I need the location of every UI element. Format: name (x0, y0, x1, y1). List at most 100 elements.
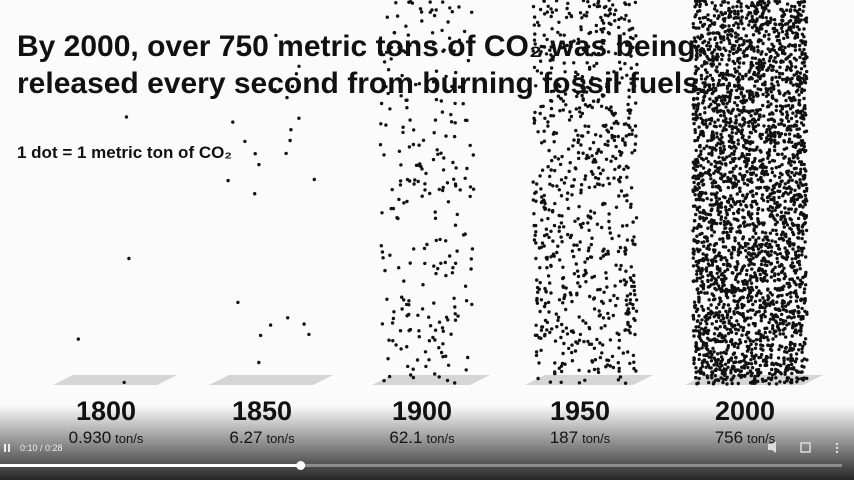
dot (706, 328, 711, 333)
dot (698, 112, 702, 117)
dot (557, 229, 561, 233)
fullscreen-button[interactable] (800, 442, 811, 453)
dot (758, 272, 762, 277)
dot (724, 340, 728, 344)
dot (598, 355, 603, 360)
dot (789, 358, 794, 362)
dot (710, 370, 715, 374)
dot (629, 202, 633, 206)
dot (583, 177, 587, 181)
dot (741, 304, 745, 308)
dot (731, 271, 735, 275)
dot (258, 333, 263, 338)
dot (532, 38, 537, 42)
dot (580, 85, 584, 90)
progress-knob[interactable] (296, 461, 306, 470)
dot (559, 364, 564, 368)
dot (749, 281, 754, 285)
pause-bar[interactable] (8, 444, 10, 452)
dot (803, 309, 807, 313)
dot (793, 188, 797, 192)
menu-button[interactable] (835, 446, 839, 450)
year-label: 1900 (392, 396, 452, 426)
dot (800, 253, 804, 257)
dot (781, 220, 786, 224)
dot (761, 0, 765, 3)
dot (554, 312, 558, 316)
dot (723, 76, 727, 81)
pause-bar[interactable] (4, 444, 6, 452)
dot (731, 245, 735, 249)
dot (775, 99, 779, 103)
dot (787, 207, 791, 211)
dot (726, 331, 731, 336)
progress-track[interactable] (0, 464, 842, 467)
menu-button[interactable] (835, 450, 839, 454)
controls (768, 441, 839, 454)
dot (539, 71, 544, 75)
dot (606, 249, 610, 253)
dot (747, 345, 751, 349)
dot (778, 75, 782, 79)
dot (457, 5, 461, 9)
dot (730, 135, 734, 139)
dot (717, 313, 721, 318)
mute-button[interactable] (768, 441, 776, 453)
dot (733, 12, 737, 16)
dot (747, 246, 751, 250)
dot (751, 339, 756, 343)
dot (721, 240, 725, 244)
dot (790, 4, 794, 8)
dot (698, 248, 702, 252)
dot (694, 26, 698, 30)
dot (804, 189, 809, 193)
dot (770, 293, 774, 297)
dot (559, 369, 564, 374)
dot (595, 337, 599, 342)
dot (778, 321, 782, 326)
rate-value: 756 (715, 428, 743, 447)
dot (455, 249, 459, 253)
dot (741, 144, 746, 148)
dot (590, 53, 594, 57)
dot (583, 174, 588, 178)
dot (405, 199, 409, 204)
dot (783, 304, 788, 308)
dot (576, 274, 581, 279)
dot (425, 242, 429, 247)
dot (715, 327, 720, 331)
dot (759, 355, 763, 359)
dot (789, 116, 794, 121)
dot (764, 52, 768, 57)
dot (307, 332, 311, 337)
dot (562, 295, 567, 299)
dot (696, 91, 700, 96)
dot (785, 32, 789, 36)
dot (552, 254, 556, 258)
dot (545, 266, 549, 270)
dot (561, 99, 566, 103)
dot (750, 14, 754, 19)
dot (712, 171, 716, 175)
dot (436, 266, 440, 271)
dot (433, 328, 438, 332)
dot (751, 193, 755, 197)
dot (780, 345, 784, 349)
dot (603, 124, 607, 129)
dot (570, 193, 574, 197)
dot (802, 162, 806, 167)
dot (544, 52, 549, 56)
dot (391, 339, 395, 343)
dot (758, 176, 763, 181)
dot (713, 277, 717, 281)
dot (727, 81, 731, 86)
menu-button[interactable] (835, 442, 839, 446)
dot (736, 305, 740, 309)
dot (614, 303, 618, 308)
dot (736, 46, 741, 51)
dot (749, 285, 754, 290)
dot (696, 175, 701, 179)
dot (721, 35, 726, 39)
dot (697, 125, 701, 129)
